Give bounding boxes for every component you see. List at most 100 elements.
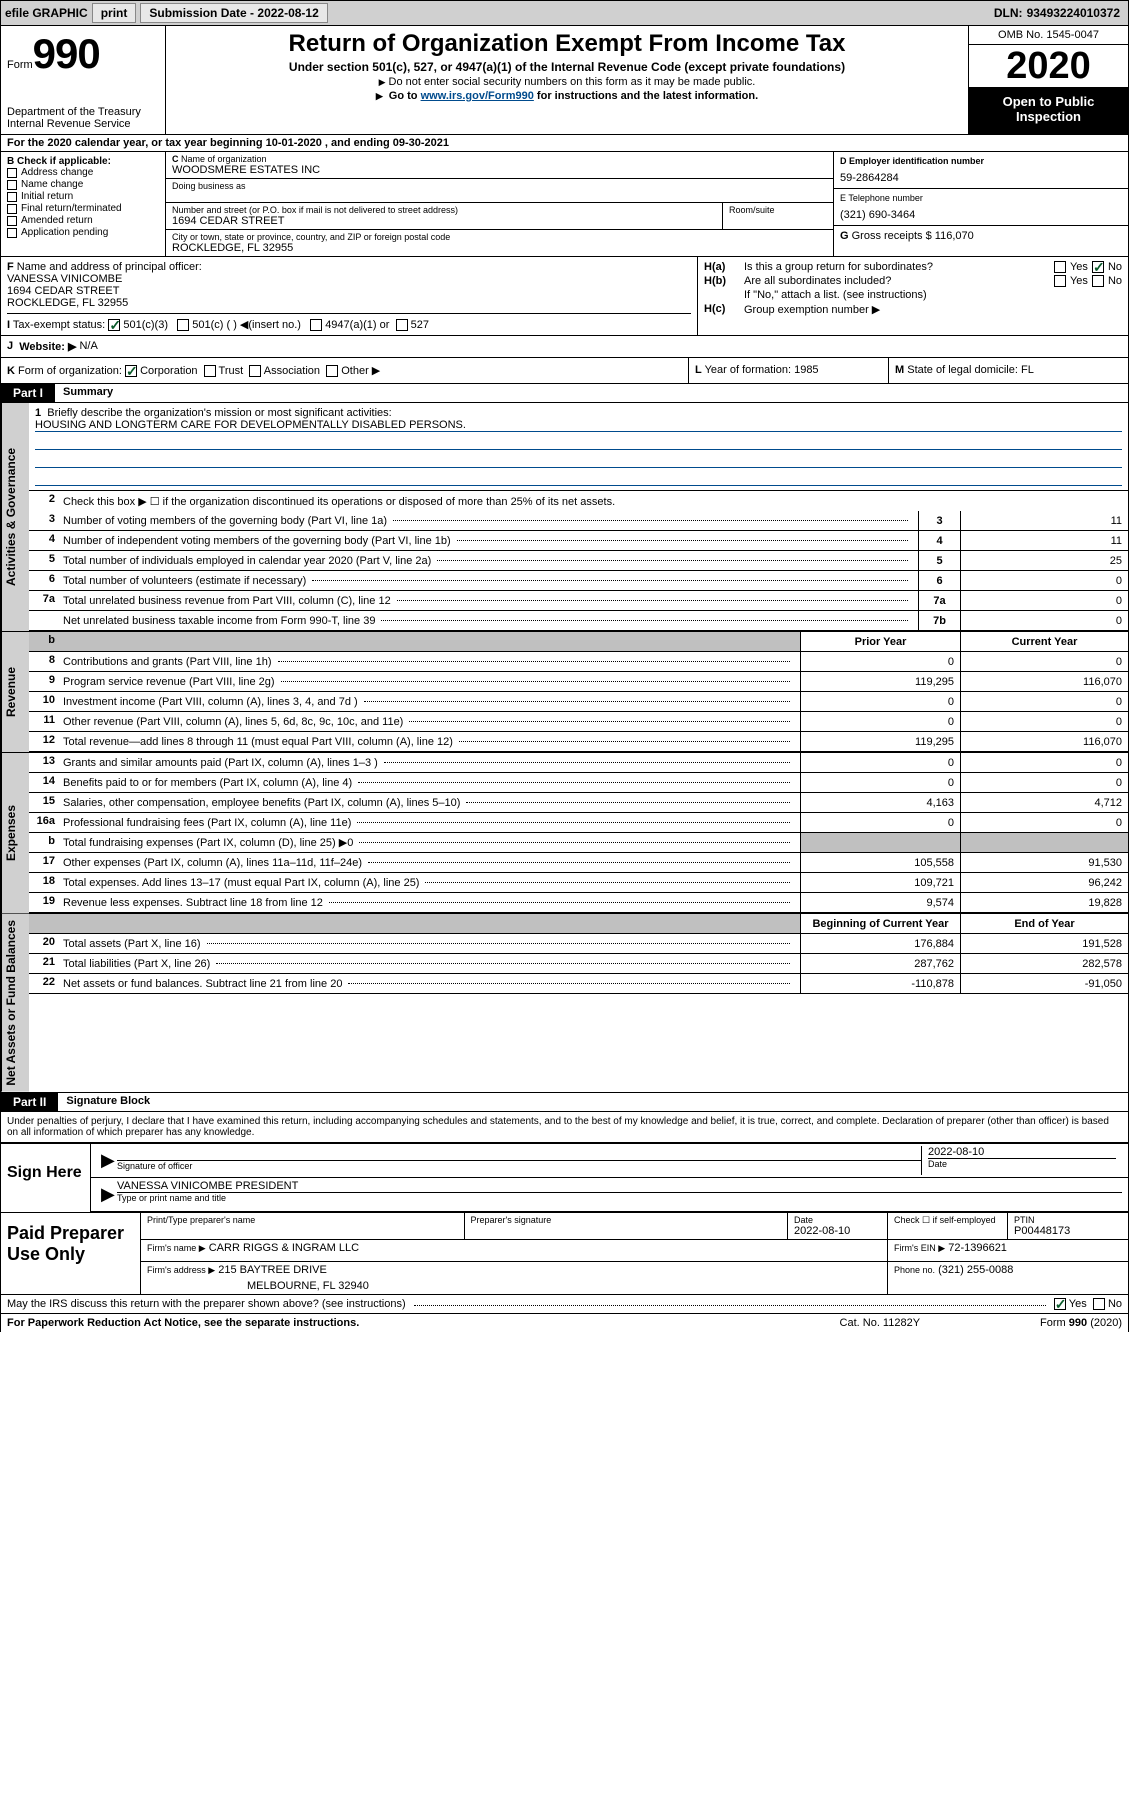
line-desc: Grants and similar amounts paid (Part IX… <box>59 753 800 772</box>
line-2: 2 Check this box ▶ ☐ if the organization… <box>29 491 1128 511</box>
k-right: M State of legal domicile: FL <box>888 358 1128 383</box>
addr-city-box: City or town, state or province, country… <box>166 230 833 256</box>
line-desc: Total unrelated business revenue from Pa… <box>59 591 918 610</box>
ha-yes-checkbox[interactable] <box>1054 261 1066 273</box>
prior-value: 0 <box>800 712 960 731</box>
line-num: 5 <box>29 551 59 570</box>
col-b-right: D Employer identification number 59-2864… <box>833 152 1128 256</box>
curr-value: 116,070 <box>960 732 1128 751</box>
header-right: OMB No. 1545-0047 2020 Open to Public In… <box>968 26 1128 134</box>
header-left: Form990 Department of the Treasury Inter… <box>1 26 166 134</box>
line-desc: Number of voting members of the governin… <box>59 511 918 530</box>
chk-4947[interactable] <box>310 319 322 331</box>
net-header: Beginning of Current Year End of Year <box>29 914 1128 934</box>
hb-note: If "No," attach a list. (see instruction… <box>744 289 1122 301</box>
print-button[interactable]: print <box>92 3 137 23</box>
line-value: 11 <box>960 511 1128 530</box>
declaration-text: Under penalties of perjury, I declare th… <box>1 1112 1128 1143</box>
line-num: 19 <box>29 893 59 912</box>
line-num: 10 <box>29 692 59 711</box>
curr-value: 0 <box>960 652 1128 671</box>
line-desc: Benefits paid to or for members (Part IX… <box>59 773 800 792</box>
gross-value: 116,070 <box>935 230 974 242</box>
vtab-revenue: Revenue <box>1 632 29 752</box>
chk-app-pending[interactable]: Application pending <box>7 227 159 238</box>
chk-final-return[interactable]: Final return/terminated <box>7 203 159 214</box>
hb-line: H(b) Are all subordinates included? Yes … <box>704 275 1122 287</box>
curr-value: 96,242 <box>960 873 1128 892</box>
chk-initial-return[interactable]: Initial return <box>7 191 159 202</box>
tax-year: 2020 <box>969 45 1128 88</box>
curr-value: 91,530 <box>960 853 1128 872</box>
line-boxnum: 5 <box>918 551 960 570</box>
city-label: City or town, state or province, country… <box>172 232 827 242</box>
chk-amended[interactable]: Amended return <box>7 215 159 226</box>
summary-line: 13 Grants and similar amounts paid (Part… <box>29 753 1128 773</box>
summary-line: 22 Net assets or fund balances. Subtract… <box>29 974 1128 994</box>
inspect-line1: Open to Public <box>973 94 1124 109</box>
summary-line: 20 Total assets (Part X, line 16) 176,88… <box>29 934 1128 954</box>
chk-name-change[interactable]: Name change <box>7 179 159 190</box>
discuss-row: May the IRS discuss this return with the… <box>1 1295 1128 1314</box>
line-value: 25 <box>960 551 1128 570</box>
officer-street: 1694 CEDAR STREET <box>7 285 691 297</box>
chk-527[interactable] <box>396 319 408 331</box>
b-label: B Check if applicable: <box>7 156 159 167</box>
phone-value: (321) 690-3464 <box>840 209 1122 221</box>
chk-address-change[interactable]: Address change <box>7 167 159 178</box>
prep-col1: Print/Type preparer's name <box>141 1213 465 1239</box>
submission-date-box: Submission Date - 2022-08-12 <box>140 3 327 23</box>
prior-year-header: Prior Year <box>800 632 960 651</box>
line-num: 16a <box>29 813 59 832</box>
chk-501c[interactable] <box>177 319 189 331</box>
state-domicile: FL <box>1021 364 1034 376</box>
line-desc: Other expenses (Part IX, column (A), lin… <box>59 853 800 872</box>
suite-label: Room/suite <box>729 205 827 215</box>
header-note2: Go to www.irs.gov/Form990 for instructio… <box>176 90 958 102</box>
line-desc: Total liabilities (Part X, line 26) <box>59 954 800 973</box>
inspection-box: Open to Public Inspection <box>969 88 1128 134</box>
line-desc: Number of independent voting members of … <box>59 531 918 550</box>
chk-assoc[interactable] <box>249 365 261 377</box>
arrow-icon: ▶ <box>97 1146 117 1175</box>
firm-ein-cell: Firm's EIN ▶ 72-1396621 <box>888 1240 1128 1261</box>
curr-value: 191,528 <box>960 934 1128 953</box>
form-subtitle: Under section 501(c), 527, or 4947(a)(1)… <box>176 60 958 74</box>
header-row: Form990 Department of the Treasury Inter… <box>1 26 1128 135</box>
prior-value: 0 <box>800 692 960 711</box>
chk-other[interactable] <box>326 365 338 377</box>
line-desc: Program service revenue (Part VIII, line… <box>59 672 800 691</box>
discuss-no-checkbox[interactable] <box>1093 1298 1105 1310</box>
prior-value: 0 <box>800 652 960 671</box>
prior-value: 0 <box>800 813 960 832</box>
mission-line: 1 Briefly describe the organization's mi… <box>35 407 1122 419</box>
chk-trust[interactable] <box>204 365 216 377</box>
chk-501c3[interactable] <box>108 319 120 331</box>
curr-value: 4,712 <box>960 793 1128 812</box>
checkbox-icon <box>7 192 17 202</box>
prep-row2: Firm's name ▶ CARR RIGGS & INGRAM LLC Fi… <box>141 1240 1128 1262</box>
checkbox-icon <box>7 204 17 214</box>
part1-tab: Part I <box>1 384 55 402</box>
chk-corp[interactable] <box>125 365 137 377</box>
summary-line: 14 Benefits paid to or for members (Part… <box>29 773 1128 793</box>
vtab-expenses: Expenses <box>1 753 29 913</box>
line-desc: Investment income (Part VIII, column (A)… <box>59 692 800 711</box>
discuss-yes-checkbox[interactable] <box>1054 1298 1066 1310</box>
line-boxnum: 6 <box>918 571 960 590</box>
preparer-right: Print/Type preparer's name Preparer's si… <box>141 1213 1128 1294</box>
curr-value: -91,050 <box>960 974 1128 993</box>
form-label: Form <box>7 59 33 71</box>
ha-no-checkbox[interactable] <box>1092 261 1104 273</box>
submission-date-label: Submission Date - <box>149 6 257 20</box>
dba-box: Doing business as <box>166 179 833 203</box>
hb-yes-checkbox[interactable] <box>1054 275 1066 287</box>
prior-value <box>800 833 960 852</box>
section-b: B Check if applicable: Address change Na… <box>1 152 1128 257</box>
rev-header: b Prior Year Current Year <box>29 632 1128 652</box>
hb-no-checkbox[interactable] <box>1092 275 1104 287</box>
header-mid: Return of Organization Exempt From Incom… <box>166 26 968 134</box>
col-h: H(a) Is this a group return for subordin… <box>698 257 1128 335</box>
form990-link[interactable]: www.irs.gov/Form990 <box>421 90 534 102</box>
summary-line: 18 Total expenses. Add lines 13–17 (must… <box>29 873 1128 893</box>
